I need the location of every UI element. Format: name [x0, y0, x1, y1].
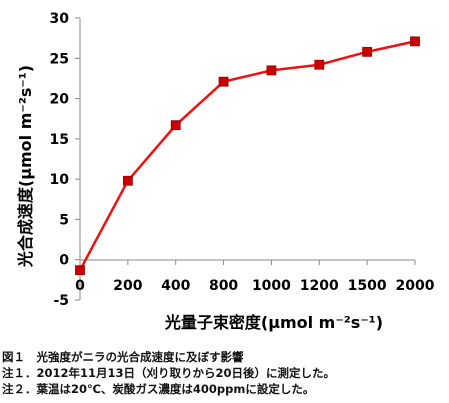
data-point — [362, 46, 373, 57]
y-tick-label: 5 — [59, 212, 69, 228]
y-axis-ticks: -5 0 5 10 15 20 25 30 — [50, 11, 80, 309]
data-point — [122, 175, 133, 186]
data-point — [314, 59, 325, 70]
x-tick-label: 400 — [161, 278, 190, 294]
y-tick-label: 10 — [50, 172, 70, 188]
y-tick-label: 30 — [50, 11, 70, 27]
x-tick-label: 0 — [75, 278, 85, 294]
data-point — [410, 36, 420, 47]
x-axis-label: 光量子束密度(μmol m⁻²s⁻¹) — [164, 313, 383, 332]
y-tick-label: 0 — [59, 253, 69, 269]
note-1: 注１．2012年11月13日（刈り取りから20日後）に測定した。 — [2, 366, 336, 380]
y-tick-label: 15 — [50, 132, 69, 148]
y-tick-label: -5 — [53, 293, 69, 309]
data-point — [266, 65, 277, 76]
axes — [79, 18, 415, 300]
series-line — [78, 40, 416, 271]
x-tick-label: 1200 — [300, 278, 339, 294]
data-point — [75, 265, 85, 276]
data-point — [170, 120, 181, 131]
y-tick-label: 25 — [50, 51, 69, 67]
note-2: 注２．葉温は20℃、炭酸ガス濃度は400ppmに設定した。 — [2, 382, 315, 396]
series — [75, 36, 420, 276]
x-axis-ticks: 0 200 400 800 1000 1200 1500 2000 — [75, 260, 435, 294]
chart: -5 0 5 10 15 20 25 30 0 200 400 800 1000 1200 1500 200… — [16, 11, 435, 332]
x-tick-label: 1000 — [252, 278, 291, 294]
x-tick-label: 200 — [113, 278, 142, 294]
x-tick-label: 800 — [209, 278, 238, 294]
x-tick-label: 2000 — [396, 278, 435, 294]
data-point — [218, 76, 229, 87]
figure-caption: 図１ 光強度がニラの光合成速度に及ぼす影響 — [2, 350, 244, 364]
x-tick-label: 1500 — [348, 278, 387, 294]
y-tick-label: 20 — [50, 92, 70, 108]
y-axis-label: 光合成速度(μmol m⁻²s⁻¹) — [16, 65, 35, 268]
